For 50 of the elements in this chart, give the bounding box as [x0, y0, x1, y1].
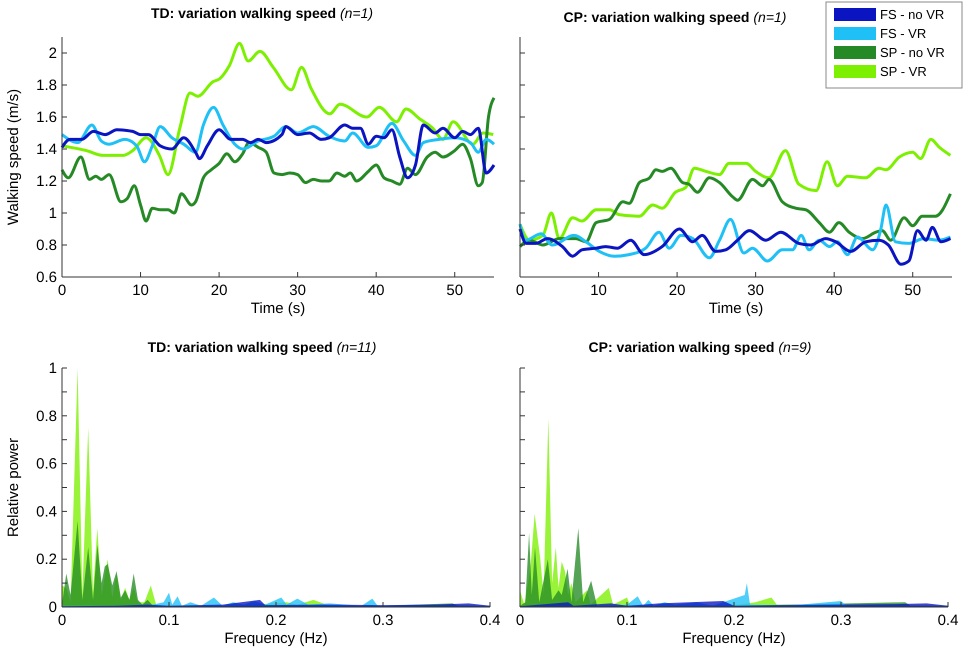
x-tick-label: 10	[132, 282, 149, 299]
x-tick-label: 50	[446, 282, 464, 299]
x-tick-label: 0	[516, 612, 524, 629]
legend-label: FS - no VR	[880, 7, 944, 22]
y-tick-label: 1.4	[36, 141, 57, 158]
y-tick-label: 0	[48, 599, 57, 616]
y-tick-label: 0.8	[36, 408, 57, 425]
y-tick-label: 2	[48, 45, 57, 62]
x-tick-label: 30	[289, 282, 306, 299]
chart-title: CP: variation walking speed (n=1)	[564, 9, 786, 25]
x-tick-label: 0.1	[158, 612, 180, 629]
y-axis-title: Walking speed (m/s)	[5, 88, 22, 226]
x-tick-label: 0.2	[724, 612, 744, 629]
legend-label: FS - VR	[880, 26, 926, 41]
y-tick-label: 0.6	[36, 456, 57, 473]
y-tick-label: 0.2	[36, 551, 57, 568]
x-tick-label: 0.1	[616, 612, 638, 629]
y-tick-label: 1	[48, 205, 57, 222]
x-axis-title: Frequency (Hz)	[224, 630, 328, 647]
y-tick-label: 1.6	[36, 109, 57, 126]
x-tick-label: 40	[368, 282, 385, 299]
x-axis-title: Time (s)	[708, 300, 764, 317]
x-tick-label: 0.2	[266, 612, 286, 629]
chart-title: TD: variation walking speed (n=11)	[148, 339, 376, 355]
y-tick-label: 1.2	[36, 173, 57, 190]
x-tick-label: 0	[516, 282, 524, 299]
x-tick-label: 10	[590, 282, 607, 299]
x-tick-label: 20	[210, 282, 228, 299]
line-series	[60, 96, 496, 222]
chart-title: TD: variation walking speed (n=1)	[150, 5, 374, 21]
y-tick-label: 0.8	[36, 237, 57, 254]
x-tick-label: 20	[668, 282, 686, 299]
x-tick-label: 40	[826, 282, 843, 299]
legend-label: SP - no VR	[880, 45, 945, 60]
x-tick-label: 50	[904, 282, 922, 299]
chart-title: CP: variation walking speed (n=9)	[588, 339, 812, 355]
x-tick-label: 0.4	[938, 612, 958, 629]
x-tick-label: 30	[747, 282, 764, 299]
line-series	[60, 124, 496, 180]
legend-label: SP - VR	[880, 64, 927, 79]
x-axis-title: Frequency (Hz)	[682, 630, 786, 647]
y-tick-label: 0.4	[36, 503, 57, 520]
y-tick-label: 1.8	[36, 77, 57, 94]
y-tick-label: 0.6	[36, 269, 57, 286]
x-axis-title: Time (s)	[250, 300, 306, 317]
y-axis-title: Relative power	[5, 438, 22, 538]
y-tick-label: 1	[48, 360, 57, 377]
x-tick-label: 0.4	[480, 612, 500, 629]
x-tick-label: 0.3	[830, 612, 852, 629]
x-tick-label: 0.3	[372, 612, 394, 629]
